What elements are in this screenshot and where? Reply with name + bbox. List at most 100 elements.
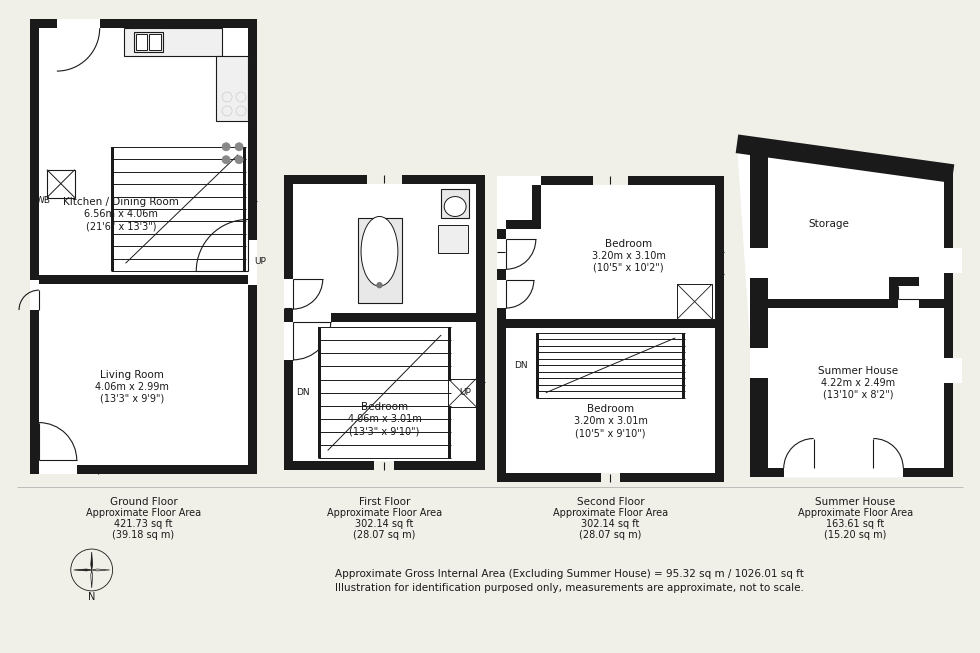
Bar [293,313,476,322]
Bar [497,176,724,483]
Text: 4.22m x 2.49m: 4.22m x 2.49m [821,377,896,388]
Bar [39,466,76,474]
Ellipse shape [361,217,398,286]
Circle shape [377,283,382,288]
Text: Approximate Floor Area: Approximate Floor Area [327,508,442,518]
Bar [889,286,919,308]
Bar [497,280,506,308]
Bar [217,56,248,121]
Bar [497,176,506,483]
Bar [123,28,222,56]
Text: (21'6" x 13'3"): (21'6" x 13'3") [85,221,156,231]
Bar [536,333,539,398]
Text: 6.56m x 4.06m: 6.56m x 4.06m [84,209,158,219]
Text: WB: WB [36,196,51,205]
Text: 302.14 sq ft: 302.14 sq ft [581,519,640,529]
Polygon shape [74,569,92,571]
Bar [30,280,39,310]
Text: (13'3" x 9'10"): (13'3" x 9'10") [349,426,419,436]
Polygon shape [91,570,93,588]
Circle shape [222,155,230,164]
Bar [750,348,767,378]
Bar [506,221,541,229]
Bar [532,185,541,229]
Text: Approximate Floor Area: Approximate Floor Area [86,508,201,518]
Text: Kitchen / Dining Room: Kitchen / Dining Room [63,197,178,207]
Bar [889,286,899,308]
Text: (39.18 sq m): (39.18 sq m) [113,530,174,540]
Text: (15.20 sq m): (15.20 sq m) [824,530,887,540]
Bar [750,144,767,477]
Bar [944,174,953,477]
Bar [593,176,628,185]
Bar [497,240,506,269]
Bar [57,20,100,28]
Bar [111,147,114,271]
Bar [497,176,724,185]
Bar [30,466,257,474]
Ellipse shape [444,197,466,217]
Bar [441,189,469,219]
Text: 4.06m x 3.01m: 4.06m x 3.01m [348,414,421,424]
Circle shape [235,155,243,164]
Text: 163.61 sq ft: 163.61 sq ft [826,519,885,529]
Bar [133,32,164,52]
Text: Bedroom: Bedroom [605,238,653,249]
Bar [30,20,257,28]
Text: Summer House: Summer House [815,497,896,507]
Bar [284,322,293,360]
Text: (10'5" x 10'2"): (10'5" x 10'2") [593,263,664,272]
Bar [243,147,246,271]
Bar [358,219,403,303]
Polygon shape [737,144,953,477]
Text: Living Room: Living Room [100,370,164,380]
Text: 421.73 sq ft: 421.73 sq ft [115,519,172,529]
Text: DN: DN [296,389,310,397]
Bar [284,174,485,183]
Text: 3.20m x 3.01m: 3.20m x 3.01m [573,416,648,426]
Bar [677,284,712,319]
Text: (13'10" x 8'2"): (13'10" x 8'2") [823,390,894,400]
Text: Approximate Gross Internal Area (Excluding Summer House) = 95.32 sq m / 1026.01 : Approximate Gross Internal Area (Excludi… [335,569,805,579]
Text: UP: UP [254,257,266,266]
Bar [284,174,485,470]
Text: (13'3" x 9'9"): (13'3" x 9'9") [100,394,165,404]
Bar [30,20,39,474]
Bar [476,174,485,470]
Bar [374,462,394,470]
Bar [506,319,715,328]
Bar [682,333,685,398]
Polygon shape [92,569,110,571]
Text: 3.20m x 3.10m: 3.20m x 3.10m [592,251,665,261]
Bar [767,299,944,308]
Text: First Floor: First Floor [359,497,411,507]
Text: Bedroom: Bedroom [587,404,634,414]
Bar [601,473,620,483]
Bar [438,225,468,253]
Bar [135,34,147,50]
Bar [248,20,257,474]
Bar [784,468,904,477]
Bar [750,248,767,278]
Bar [715,176,724,483]
Bar [759,468,953,477]
Polygon shape [91,552,93,570]
Bar [944,248,962,273]
Text: Illustration for identification purposed only, measurements are approximate, not: Illustration for identification purposed… [335,583,805,593]
Bar [47,170,74,198]
Bar [448,327,451,458]
Bar [318,327,451,458]
Bar [497,473,724,483]
Circle shape [235,143,243,151]
Bar [367,174,403,183]
Text: Summer House: Summer House [818,366,899,375]
Bar [111,147,246,271]
Text: 302.14 sq ft: 302.14 sq ft [356,519,414,529]
Text: N: N [88,592,95,602]
Bar [30,20,257,474]
Text: Storage: Storage [808,219,849,229]
Text: (28.07 sq m): (28.07 sq m) [353,530,416,540]
Bar [889,277,919,286]
Text: (10'5" x 9'10"): (10'5" x 9'10") [575,428,646,438]
Bar [448,379,476,407]
